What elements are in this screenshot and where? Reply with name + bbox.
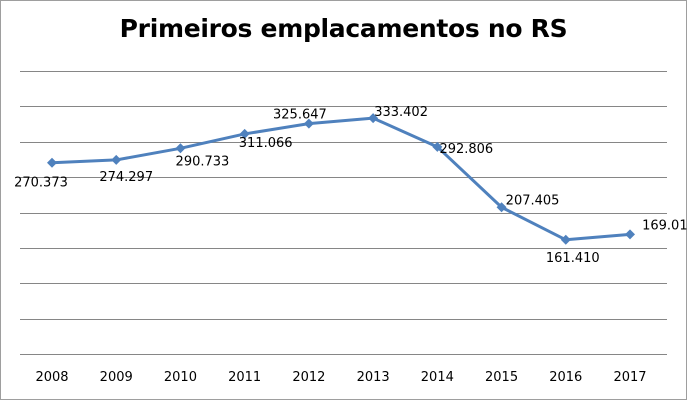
data-point-marker bbox=[47, 157, 57, 168]
data-label: 161.410 bbox=[546, 251, 600, 266]
data-point-marker bbox=[303, 118, 314, 129]
gridlines bbox=[20, 71, 667, 355]
data-markers bbox=[47, 113, 635, 245]
x-tick-label: 2010 bbox=[164, 370, 197, 385]
data-label: 325.647 bbox=[273, 108, 327, 123]
data-point-marker bbox=[368, 113, 379, 124]
data-label: 169.011 bbox=[642, 218, 687, 233]
x-tick-label: 2016 bbox=[549, 370, 582, 385]
x-tick-label: 2009 bbox=[100, 370, 133, 385]
data-label: 274.297 bbox=[99, 170, 153, 185]
series-line bbox=[51, 116, 631, 242]
x-tick-label: 2015 bbox=[485, 370, 518, 385]
x-tick-label: 2011 bbox=[228, 370, 261, 385]
data-point-marker bbox=[432, 141, 443, 152]
data-label: 292.806 bbox=[439, 142, 493, 157]
x-axis-tick-labels: 2008 2009 2010 2011 2012 2013 2014 2015 2016 2017 bbox=[35, 370, 646, 385]
data-label: 311.066 bbox=[239, 136, 293, 151]
chart-title: Primeiros emplacamentos no RS bbox=[119, 14, 568, 43]
data-label: 290.733 bbox=[176, 154, 230, 169]
data-label: 270.373 bbox=[14, 176, 68, 191]
data-point-marker bbox=[625, 229, 635, 240]
data-point-marker bbox=[239, 128, 250, 139]
data-label: 333.402 bbox=[374, 105, 428, 120]
data-point-marker bbox=[560, 234, 571, 245]
data-point-marker bbox=[111, 154, 122, 165]
x-tick-label: 2012 bbox=[292, 370, 325, 385]
data-point-marker bbox=[175, 143, 186, 154]
x-tick-label: 2017 bbox=[613, 370, 646, 385]
x-tick-label: 2013 bbox=[357, 370, 390, 385]
x-tick-label: 2014 bbox=[421, 370, 454, 385]
x-tick-label: 2008 bbox=[35, 370, 68, 385]
data-labels: 270.373 274.297 290.733 311.066 325.647 333.4… bbox=[14, 105, 687, 266]
series-line-layer bbox=[51, 116, 631, 242]
data-point-marker bbox=[496, 202, 507, 213]
data-label: 207.405 bbox=[506, 193, 560, 208]
